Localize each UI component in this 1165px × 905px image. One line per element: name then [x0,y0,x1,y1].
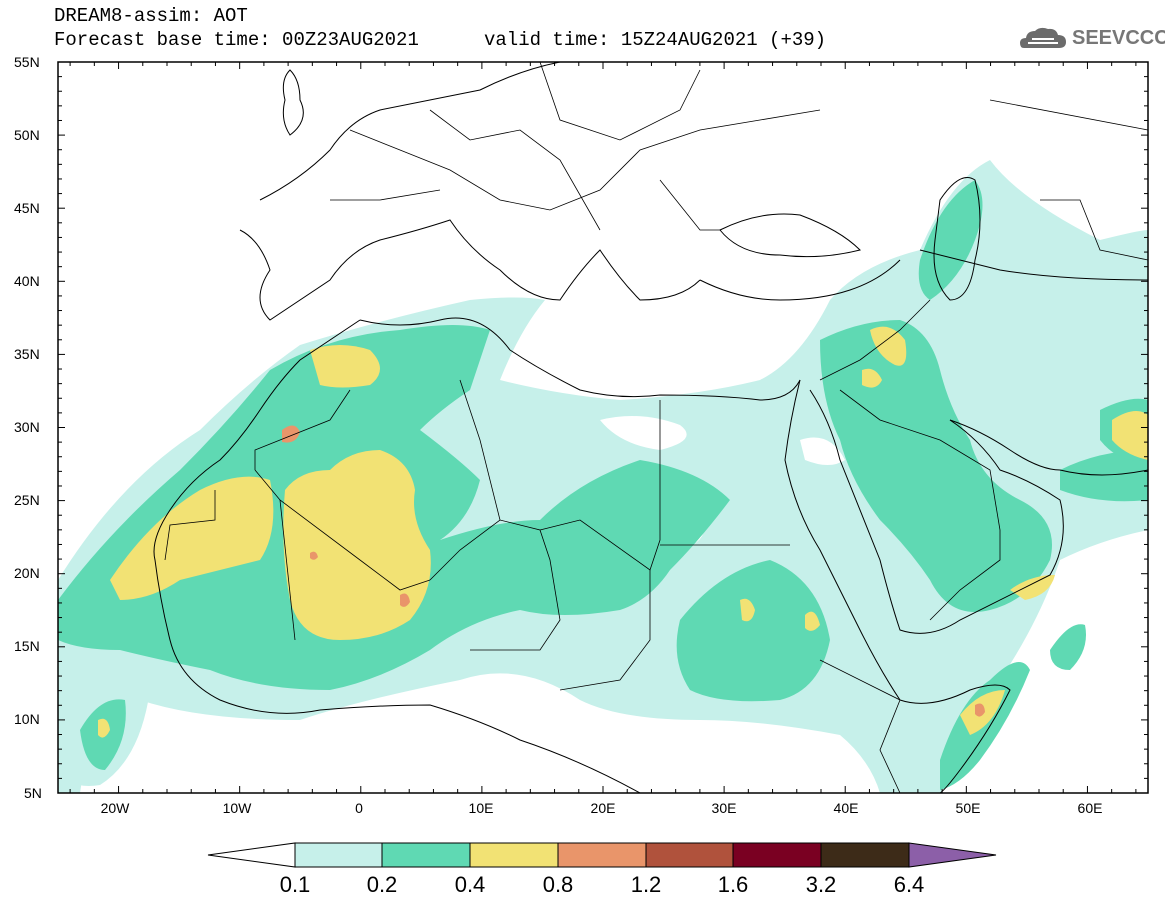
colorbar-low-arrow [207,842,296,868]
lat-label-20n: 20N [14,565,40,581]
lat-label-40n: 40N [14,273,40,289]
coast-caspian [933,177,981,301]
coast-west-africa [153,319,641,793]
coast-europe-north [259,62,561,201]
colorbar-label-3.2: 3.2 [805,872,837,897]
border-niger [429,519,561,651]
lat-label-25n: 25N [14,492,40,508]
coast-europe [239,219,701,321]
axis-ticks [58,62,1148,793]
aot-field [58,160,1148,793]
border-iraq [819,299,931,381]
lon-label-40e: 40E [833,800,859,816]
lon-label-20e: 20E [590,800,616,816]
border-europe-2 [429,62,701,231]
aot-band-0.4-chad [740,598,755,622]
aot-band-0.2-arabsea [1050,624,1086,670]
lon-label-50e: 50E [955,800,981,816]
aot-band-0.4-eritrea [805,611,820,631]
lon-label-10e: 10E [468,800,494,816]
aot-band-0.4-oman [1010,575,1055,600]
lat-label-30n: 30N [14,419,40,435]
aot-hole-libya [600,416,687,450]
border-ethiopia [819,659,901,793]
aot-hole-arabia [800,437,845,465]
lat-label-35n: 35N [14,346,40,362]
lat-label-10n: 10N [14,711,40,727]
border-algeria-west [254,389,351,470]
border-chad-sudan [559,570,651,691]
border-saudi [839,389,1001,621]
aot-band-0.4-iran [1112,411,1148,460]
colorbar-box-1 [381,842,471,868]
colorbar-box-2 [469,842,559,868]
coast-north-africa [359,317,801,401]
aot-band-0.4-morocco [310,345,380,388]
colorbar-label-0.2: 0.2 [366,872,398,897]
colorbar-label-0.1: 0.1 [279,872,311,897]
aot-band-0.4 [283,450,431,640]
lat-label-45n: 45N [14,200,40,216]
coast-horn [899,684,1011,793]
border-europe-3 [330,179,720,231]
coast-arabia [809,389,1064,634]
forecast-base-time: Forecast base time: 00Z23AUG2021 [54,29,419,51]
colorbar-label-0.8: 0.8 [542,872,574,897]
lat-label-5n: 5N [24,785,42,801]
aot-band-0.2-arabia [820,320,1052,612]
border-europe-1 [349,109,821,211]
lon-label-30e: 30E [711,800,737,816]
colorbar-label-0.4: 0.4 [454,872,486,897]
lat-label-50n: 50N [14,127,40,143]
lon-label-60e: 60E [1077,800,1103,816]
colorbar-high-arrow [908,842,997,868]
lat-label-55n: 55N [14,54,40,70]
aot-band-0.8-somalia [975,703,985,717]
map-title: DREAM8-assim: AOT [54,5,248,27]
aot-band-0.8-mali [400,593,410,607]
coast-persian-gulf [949,419,1148,476]
cloud-icon [1020,27,1066,48]
colorbar-label-6.4: 6.4 [893,872,925,897]
lon-label-0: 0 [355,800,363,816]
aot-band-0.4-mauritania [110,476,274,600]
lat-label-15n: 15N [14,638,40,654]
aot-band-0.4-iraq [870,326,907,366]
colorbar-box-0 [294,842,383,868]
lon-label-20w: 20W [100,800,130,816]
border-mali-east [279,499,296,641]
colorbar-box-4 [645,842,734,868]
coast-iran [919,249,1148,281]
aot-band-0.8 [282,425,300,443]
aot-band-0.8-algeria [310,551,318,560]
coastlines [153,62,1148,793]
colorbar-label-1.6: 1.6 [717,872,749,897]
border-algeria-mali [254,469,431,591]
valid-time: valid time: 15Z24AUG2021 (+39) [484,29,827,51]
colorbar-box-6 [820,842,910,868]
colorbar-box-5 [732,842,822,868]
aot-band-0.2-iran [1060,450,1148,502]
aot-band-0.4-atlantic [98,718,110,738]
border-central-asia [989,99,1148,261]
borders [164,62,1148,793]
colorbar-box-3 [557,842,647,868]
aot-band-0.4-iraq-s [862,368,882,388]
coast-red-sea-west [784,379,901,701]
aot-band-0.2-caspian [918,180,983,300]
coast-turkey [699,259,901,301]
lon-label-10w: 10W [222,800,252,816]
border-mauritania [164,490,216,561]
coast-britain [282,69,304,136]
aot-band-0.2-sudan [676,560,830,702]
logo-text: SEEVCCC [1072,27,1165,49]
colorbar-label-1.2: 1.2 [630,872,662,897]
coast-black-sea [719,213,861,258]
colorbar [207,842,997,868]
